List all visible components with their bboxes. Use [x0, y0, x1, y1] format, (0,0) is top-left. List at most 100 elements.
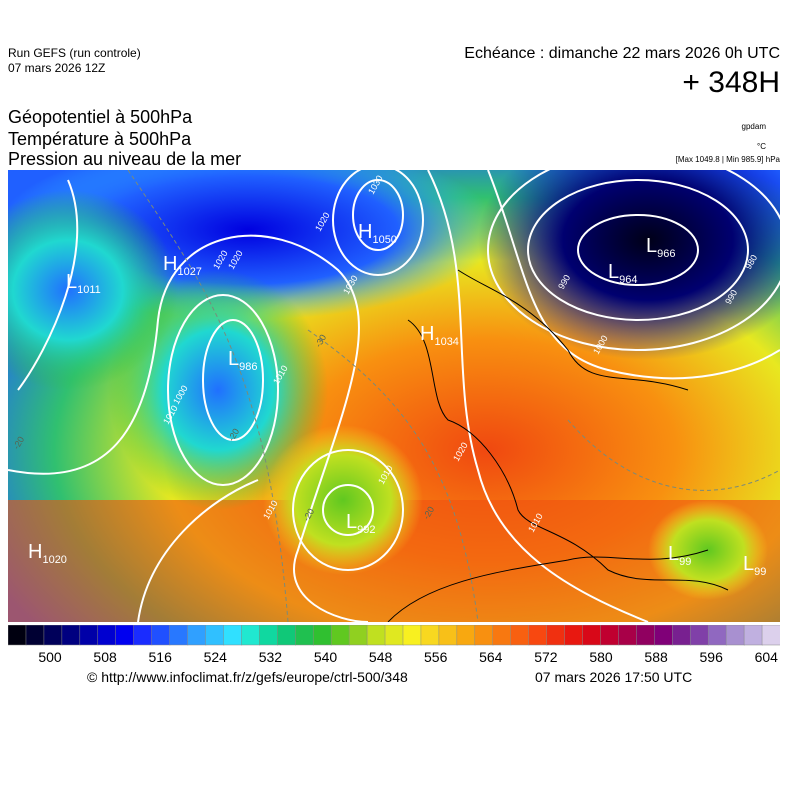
colorbar-cell: [79, 625, 99, 646]
colorbar-cell: [312, 625, 332, 646]
pressure-center: H1050: [358, 221, 397, 246]
colorbar-cell: [510, 625, 530, 646]
colorbar-cell: [115, 625, 135, 646]
unit-geopotential: gpdam: [741, 122, 766, 131]
colorbar-cell: [636, 625, 656, 646]
center-value: 99: [679, 556, 691, 568]
colorbar-cell: [25, 625, 45, 646]
colorbar-cell: [600, 625, 620, 646]
colorbar-tick-label: 564: [479, 649, 503, 665]
center-letter: H: [28, 541, 42, 563]
colorbar-tick-label: 596: [700, 649, 724, 665]
colorbar-tick-label: 556: [424, 649, 448, 665]
colorbar-cell: [205, 625, 225, 646]
colorbar-cell: [654, 625, 674, 646]
pressure-center: L986: [228, 348, 257, 373]
colorbar-cell: [456, 625, 476, 646]
pressure-center: H1027: [163, 253, 202, 278]
colorbar-cell: [151, 625, 171, 646]
center-letter: H: [163, 253, 177, 275]
center-value: 1027: [177, 266, 201, 278]
colorbar-tick-label: 508: [93, 649, 117, 665]
title-2: Température à 500hPa: [8, 129, 192, 149]
colorbar-cell: [438, 625, 458, 646]
colorbar-cell: [402, 625, 422, 646]
colorbar-cell: [474, 625, 494, 646]
pressure-center: L99: [668, 543, 691, 568]
center-value: 966: [657, 248, 675, 260]
center-value: 1011: [77, 284, 101, 296]
center-value: 964: [619, 274, 637, 286]
pressure-center: L1011: [66, 271, 101, 296]
center-letter: H: [358, 221, 372, 243]
colorbar-cell: [223, 625, 243, 646]
pressure-center: H1020: [28, 541, 67, 566]
center-value: 1050: [372, 234, 396, 246]
colorbar-cell: [618, 625, 638, 646]
colorbar-cell: [169, 625, 189, 646]
center-letter: L: [228, 348, 239, 370]
colorbar-tick-label: 540: [314, 649, 338, 665]
title-3: Pression au niveau de la mer: [8, 149, 242, 169]
center-value: 1034: [434, 336, 458, 348]
colorbar-cell: [564, 625, 584, 646]
colorbar-cell: [420, 625, 440, 646]
colorbar-cell: [133, 625, 153, 646]
center-letter: L: [646, 235, 657, 257]
center-value: 992: [357, 524, 375, 536]
map: H1027L1011H1050L986H1034L966L964L992H102…: [8, 170, 780, 622]
colorbar-cell: [43, 625, 63, 646]
pressure-center: L99: [743, 553, 766, 578]
source-url: © http://www.infoclimat.fr/z/gefs/europe…: [87, 669, 408, 685]
center-letter: L: [608, 261, 619, 283]
timestamp: 07 mars 2026 17:50 UTC: [535, 669, 693, 685]
colorbar-tick-label: 524: [204, 649, 228, 665]
colorbar-cell: [241, 625, 261, 646]
colorbar-tick-label: 604: [755, 649, 779, 665]
colorbar-cell: [707, 625, 727, 646]
center-letter: L: [668, 543, 679, 565]
center-letter: L: [66, 271, 77, 293]
pressure-center: L966: [646, 235, 675, 260]
center-letter: H: [420, 323, 434, 345]
echeance: Echéance : dimanche 22 mars 2026 0h UTC: [464, 45, 780, 62]
colorbar-tick-label: 548: [369, 649, 393, 665]
run-date: 07 mars 2026 12Z: [8, 61, 106, 75]
unit-temperature: °C: [757, 142, 766, 151]
colorbar: 500 508 516 524 532 540 548 556 564 572 580 588 596 6…: [8, 625, 780, 665]
colorbar-tick-label: 516: [149, 649, 173, 665]
colorbar-tick-label: 572: [534, 649, 558, 665]
colorbar-cell: [492, 625, 512, 646]
pressure-center: L964: [608, 261, 637, 286]
colorbar-cell: [277, 625, 297, 646]
colorbar-cell: [330, 625, 350, 646]
colorbar-cell: [743, 625, 763, 646]
colorbar-cell: [582, 625, 602, 646]
colorbar-cell: [546, 625, 566, 646]
center-letter: L: [743, 553, 754, 575]
center-value: 99: [754, 566, 766, 578]
colorbar-cell: [187, 625, 207, 646]
pressure-center: L992: [346, 511, 375, 536]
colorbar-cell: [259, 625, 279, 646]
colorbar-cell: [8, 625, 27, 646]
center-letter: L: [346, 511, 357, 533]
colorbar-cell: [366, 625, 386, 646]
lead-time: + 348H: [682, 66, 780, 99]
colorbar-cell: [295, 625, 314, 646]
unit-pressure: [Max 1049.8 | Min 985.9] hPa: [675, 155, 780, 164]
title-1: Géopotentiel à 500hPa: [8, 107, 193, 127]
colorbar-tick-label: 532: [259, 649, 283, 665]
colorbar-cell: [672, 625, 691, 646]
colorbar-cell: [97, 625, 117, 646]
colorbar-cell: [384, 625, 404, 646]
colorbar-cell: [348, 625, 368, 646]
colorbar-tick-label: 588: [644, 649, 668, 665]
colorbar-tick-label: 580: [589, 649, 613, 665]
pressure-center: H1034: [420, 323, 459, 348]
run: Run GEFS (run controle): [8, 46, 141, 60]
center-value: 1020: [42, 554, 66, 566]
colorbar-tick-label: 500: [38, 649, 62, 665]
colorbar-cell: [61, 625, 81, 646]
